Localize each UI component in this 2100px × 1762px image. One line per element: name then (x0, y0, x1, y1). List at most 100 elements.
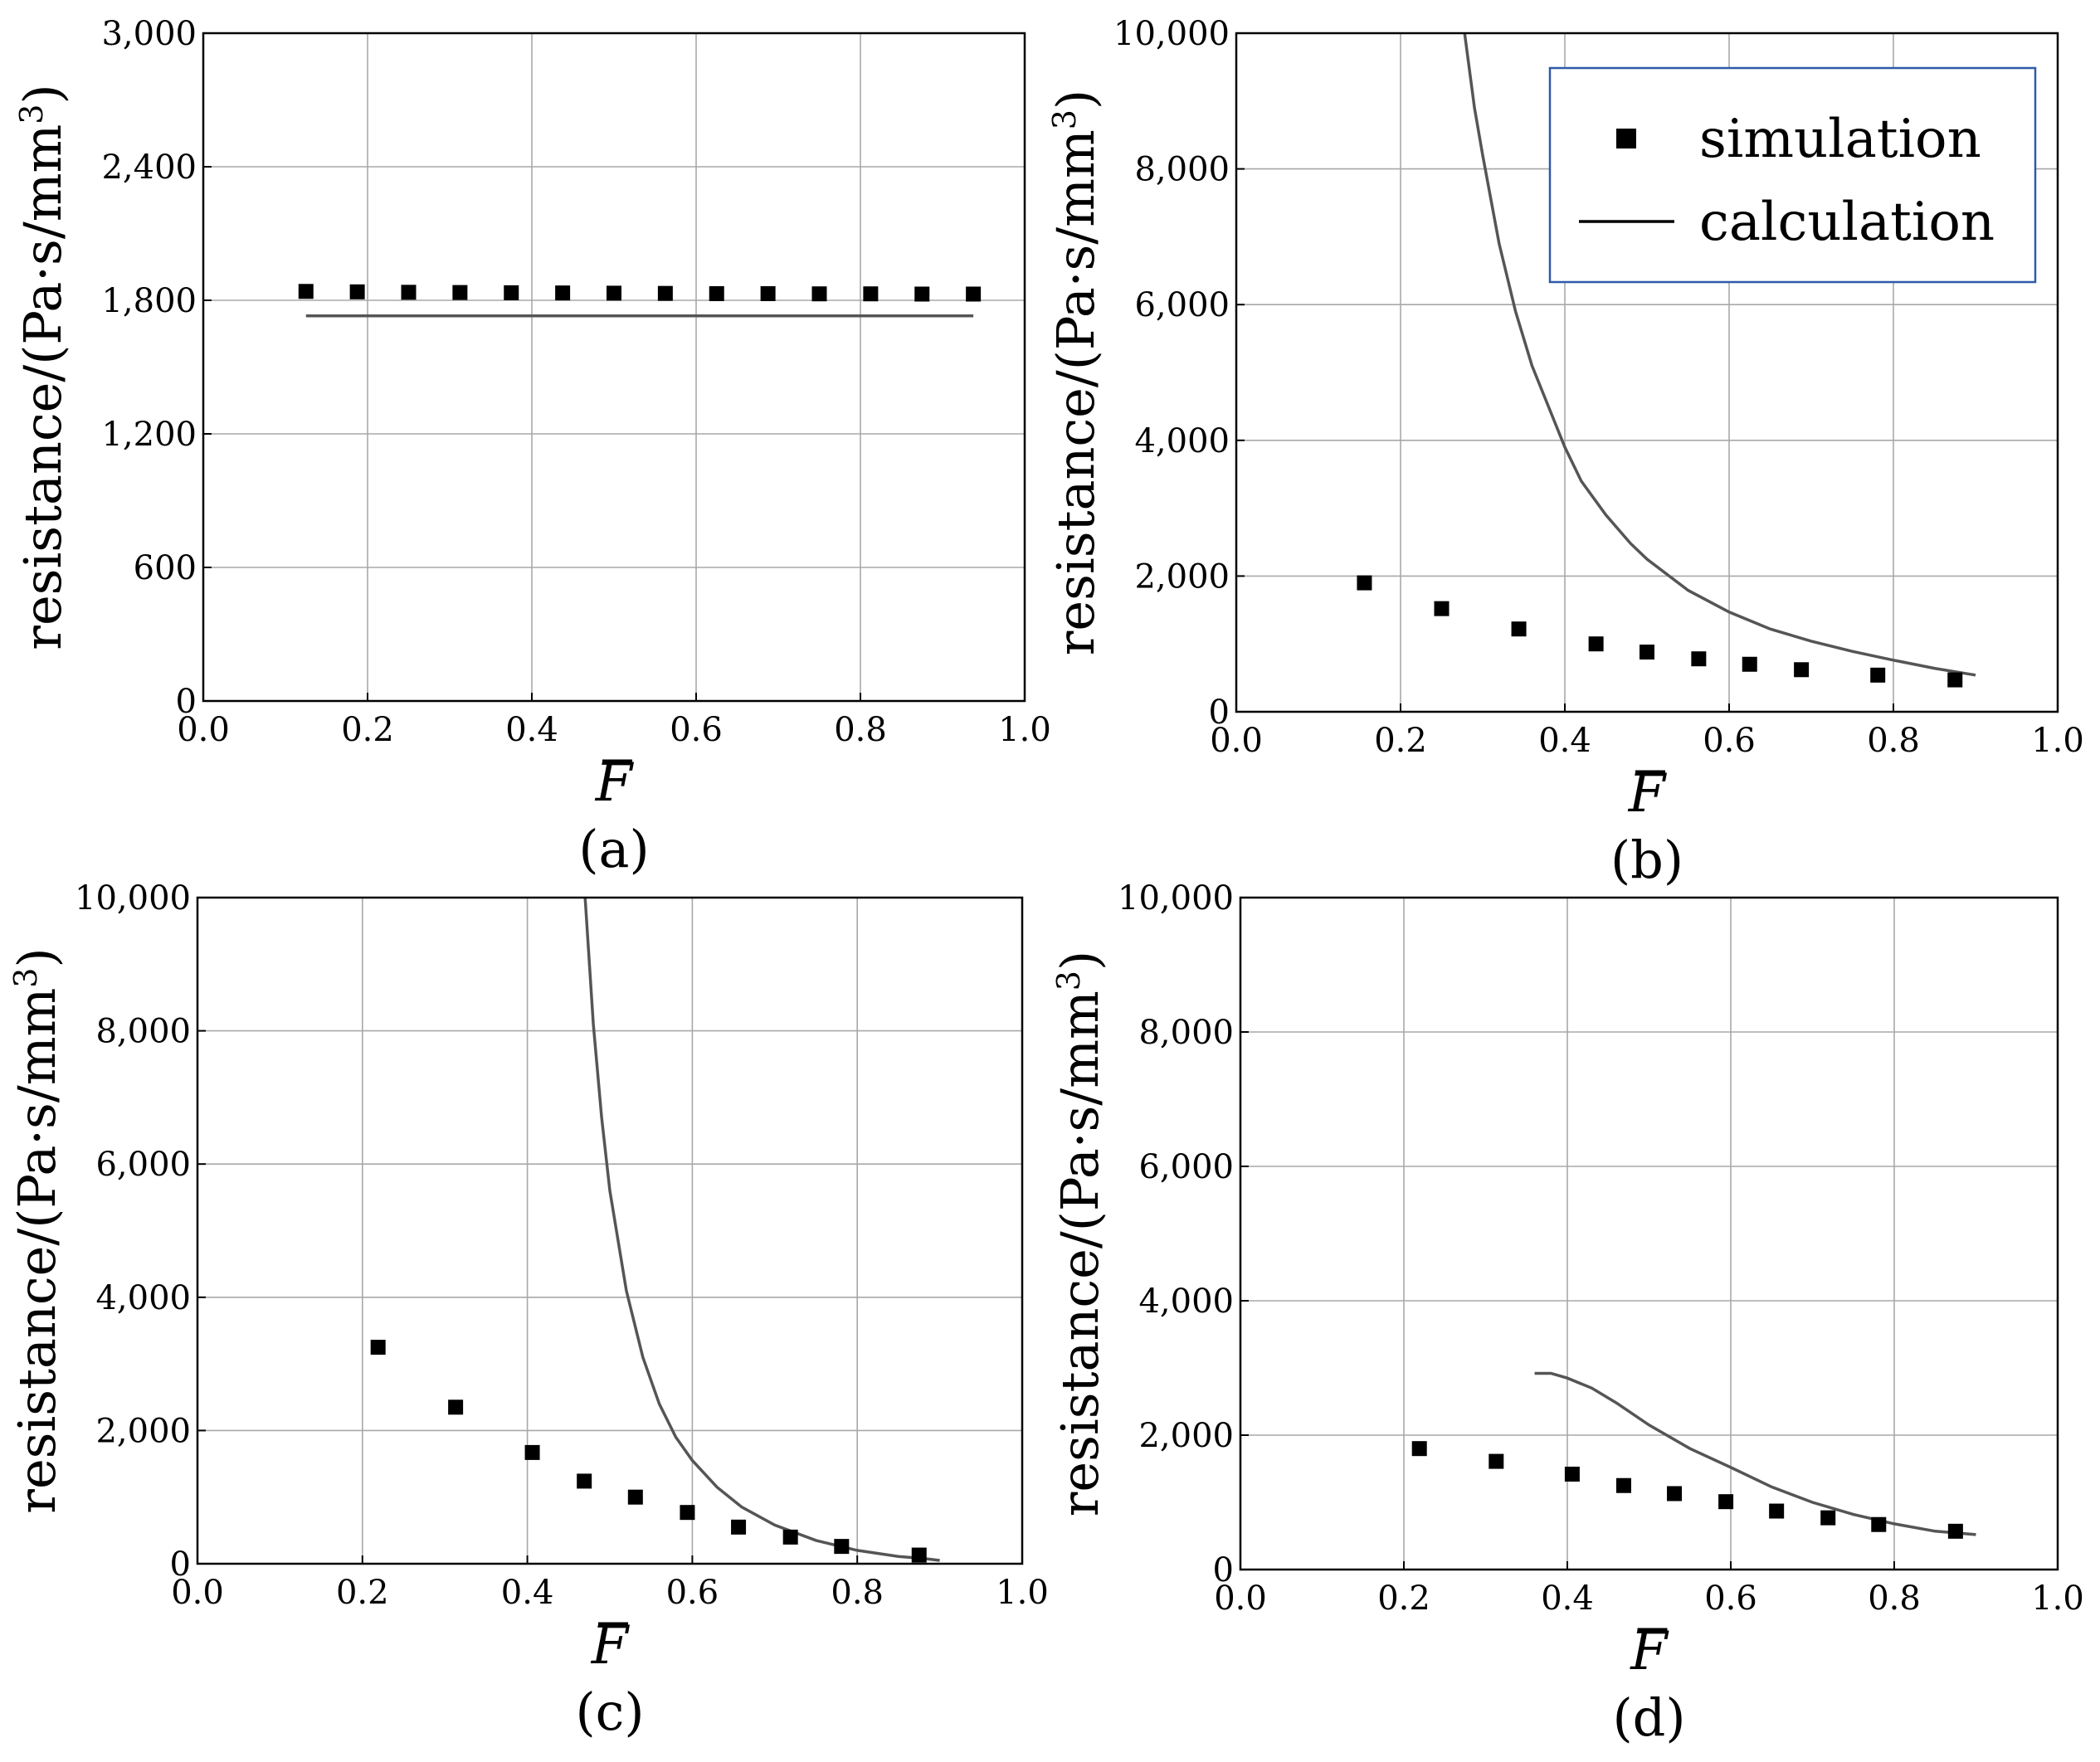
simulation-point (1718, 1494, 1734, 1510)
x-axis-label: F (591, 1615, 631, 1677)
simulation-point (1691, 651, 1707, 667)
x-tick-label: 0.4 (1541, 1579, 1594, 1618)
y-tick-label: 0 (176, 683, 197, 721)
x-tick-label: 0.8 (1867, 722, 1920, 760)
y-axis-label-main: resistance/(Pa·s/mm (1045, 129, 1106, 655)
simulation-point (914, 286, 930, 302)
x-tick-label: 0.6 (1704, 1579, 1757, 1618)
x-tick-label: 0.2 (336, 1574, 389, 1612)
y-axis-label-sup: 3 (1046, 110, 1083, 129)
y-axis-label: resistance/(Pa·s/mm3) (1045, 90, 1106, 655)
simulation-point (555, 285, 571, 301)
y-tick-label: 4,000 (95, 1279, 191, 1317)
y-tick-label: 10,000 (1118, 879, 1234, 918)
y-tick-label: 10,000 (75, 879, 191, 918)
panel-label: (a) (578, 819, 649, 879)
y-axis-label-sup: 3 (7, 968, 44, 988)
x-tick-label: 0.2 (341, 711, 394, 749)
legend-label-simulation: simulation (1699, 109, 1981, 170)
simulation-point (657, 285, 673, 301)
y-tick-label: 2,000 (95, 1412, 191, 1450)
y-axis-label-sup: 3 (1050, 971, 1087, 991)
simulation-point (834, 1539, 850, 1555)
x-axis-label: F (1630, 1621, 1669, 1682)
x-tick-label: 0.4 (505, 711, 558, 749)
simulation-point (370, 1340, 386, 1356)
simulation-point (1769, 1503, 1785, 1519)
x-tick-label: 1.0 (2031, 722, 2084, 760)
x-tick-label: 0.8 (1868, 1579, 1921, 1618)
simulation-point (401, 285, 417, 300)
simulation-point (1640, 645, 1654, 660)
legend-marker-simulation (1616, 129, 1636, 148)
x-tick-label: 0.0 (1210, 722, 1263, 760)
y-axis-label-sup: 3 (13, 105, 50, 124)
simulation-point (1511, 621, 1527, 637)
simulation-point (1411, 1441, 1427, 1457)
simulation-point (577, 1473, 592, 1489)
simulation-point (627, 1489, 643, 1505)
x-tick-label: 0.4 (501, 1574, 554, 1612)
y-tick-label: 600 (134, 549, 197, 587)
simulation-point (448, 1399, 464, 1415)
panel-label: (b) (1610, 830, 1683, 890)
y-tick-label: 0 (1209, 694, 1230, 732)
x-tick-label: 0.0 (1214, 1579, 1267, 1618)
y-axis-label-close: ) (12, 84, 73, 104)
simulation-point (504, 285, 519, 300)
simulation-point (811, 286, 827, 302)
simulation-point (298, 284, 314, 299)
x-tick-label: 1.0 (998, 711, 1051, 749)
simulation-point (1667, 1486, 1683, 1502)
plot-frame (1235, 32, 2059, 713)
simulation-point (607, 285, 621, 301)
y-tick-label: 10,000 (1113, 15, 1230, 53)
y-tick-label: 2,000 (1134, 557, 1230, 596)
simulation-point (1794, 662, 1810, 678)
calculation-line (1534, 1371, 1976, 1536)
y-axis-label: resistance/(Pa·s/mm3) (1050, 951, 1110, 1516)
y-axis-label-close: ) (1045, 90, 1106, 110)
y-tick-label: 8,000 (95, 1013, 191, 1051)
simulation-point (1947, 672, 1963, 688)
legend-box (1548, 66, 2037, 284)
x-tick-label: 0.0 (177, 711, 230, 749)
x-tick-label: 0.0 (171, 1574, 224, 1612)
simulation-point (524, 1444, 540, 1460)
y-tick-label: 6,000 (95, 1146, 191, 1184)
plot-frame (202, 32, 1026, 703)
y-tick-label: 3,000 (101, 15, 197, 53)
simulation-point (1947, 1523, 1963, 1539)
simulation-point (731, 1519, 747, 1535)
x-tick-label: 1.0 (996, 1574, 1049, 1612)
simulation-point (782, 1529, 798, 1545)
y-tick-label: 0 (1213, 1551, 1234, 1589)
y-tick-label: 6,000 (1134, 286, 1230, 324)
simulation-point (1871, 1516, 1887, 1532)
panel-label: (d) (1612, 1687, 1685, 1748)
x-tick-label: 0.6 (670, 711, 723, 749)
y-tick-label: 1,200 (101, 416, 197, 454)
chart-panel-a: 0.0 0.2 0.4 0.6 0.8 1.0 0 600 1,200 1,800 2,400 3,0… (12, 15, 1051, 879)
chart-panel-b: 0.0 0.2 0.4 0.6 0.8 1.0 0 2,000 4,000 6,000 8,000 1… (1045, 15, 2084, 890)
simulation-point (1742, 656, 1757, 672)
y-tick-label: 6,000 (1138, 1148, 1234, 1186)
simulation-point (680, 1505, 695, 1521)
panel-label: (c) (575, 1682, 644, 1742)
simulation-point (349, 284, 365, 299)
simulation-point (1489, 1453, 1504, 1469)
simulation-point (1357, 575, 1372, 591)
x-tick-label: 0.8 (831, 1574, 884, 1612)
y-tick-label: 8,000 (1134, 151, 1230, 189)
y-axis-label-close: ) (1050, 951, 1110, 971)
x-axis-label: F (595, 752, 635, 814)
y-tick-label: 4,000 (1138, 1283, 1234, 1321)
plot-frame (196, 896, 1024, 1565)
x-tick-label: 1.0 (2031, 1579, 2084, 1618)
y-axis-label-main: resistance/(Pa·s/mm (1050, 991, 1110, 1516)
x-tick-label: 0.2 (1377, 1579, 1430, 1618)
x-axis-label: F (1628, 763, 1668, 825)
x-tick-label: 0.2 (1374, 722, 1427, 760)
calculation-line (583, 897, 940, 1562)
